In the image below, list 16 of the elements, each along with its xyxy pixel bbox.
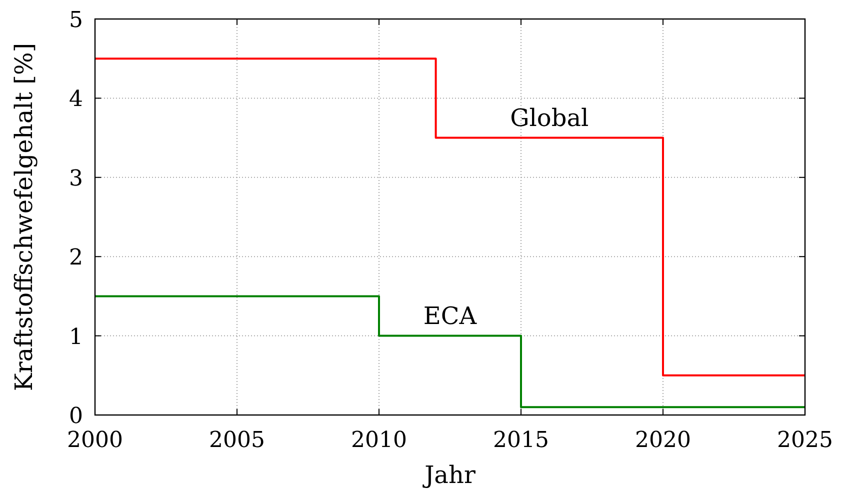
y-tick-label: 1 — [69, 324, 83, 350]
y-tick-label: 3 — [69, 166, 83, 192]
x-tick-label: 2025 — [777, 428, 833, 453]
x-tick-label: 2005 — [209, 428, 265, 453]
series-label: Global — [510, 104, 589, 132]
x-tick-label: 2020 — [635, 428, 691, 453]
series-label: ECA — [423, 302, 478, 330]
y-axis-title: Kraftstoffschwefelgehalt [%] — [10, 42, 38, 392]
x-axis-title: Jahr — [422, 461, 476, 489]
x-tick-label: 2015 — [493, 428, 549, 453]
y-tick-label: 4 — [69, 87, 83, 112]
y-tick-label: 0 — [69, 404, 83, 429]
x-tick-label: 2010 — [351, 428, 407, 453]
x-tick-label: 2000 — [67, 428, 123, 453]
y-tick-label: 2 — [69, 246, 83, 271]
y-tick-label: 5 — [69, 8, 83, 33]
